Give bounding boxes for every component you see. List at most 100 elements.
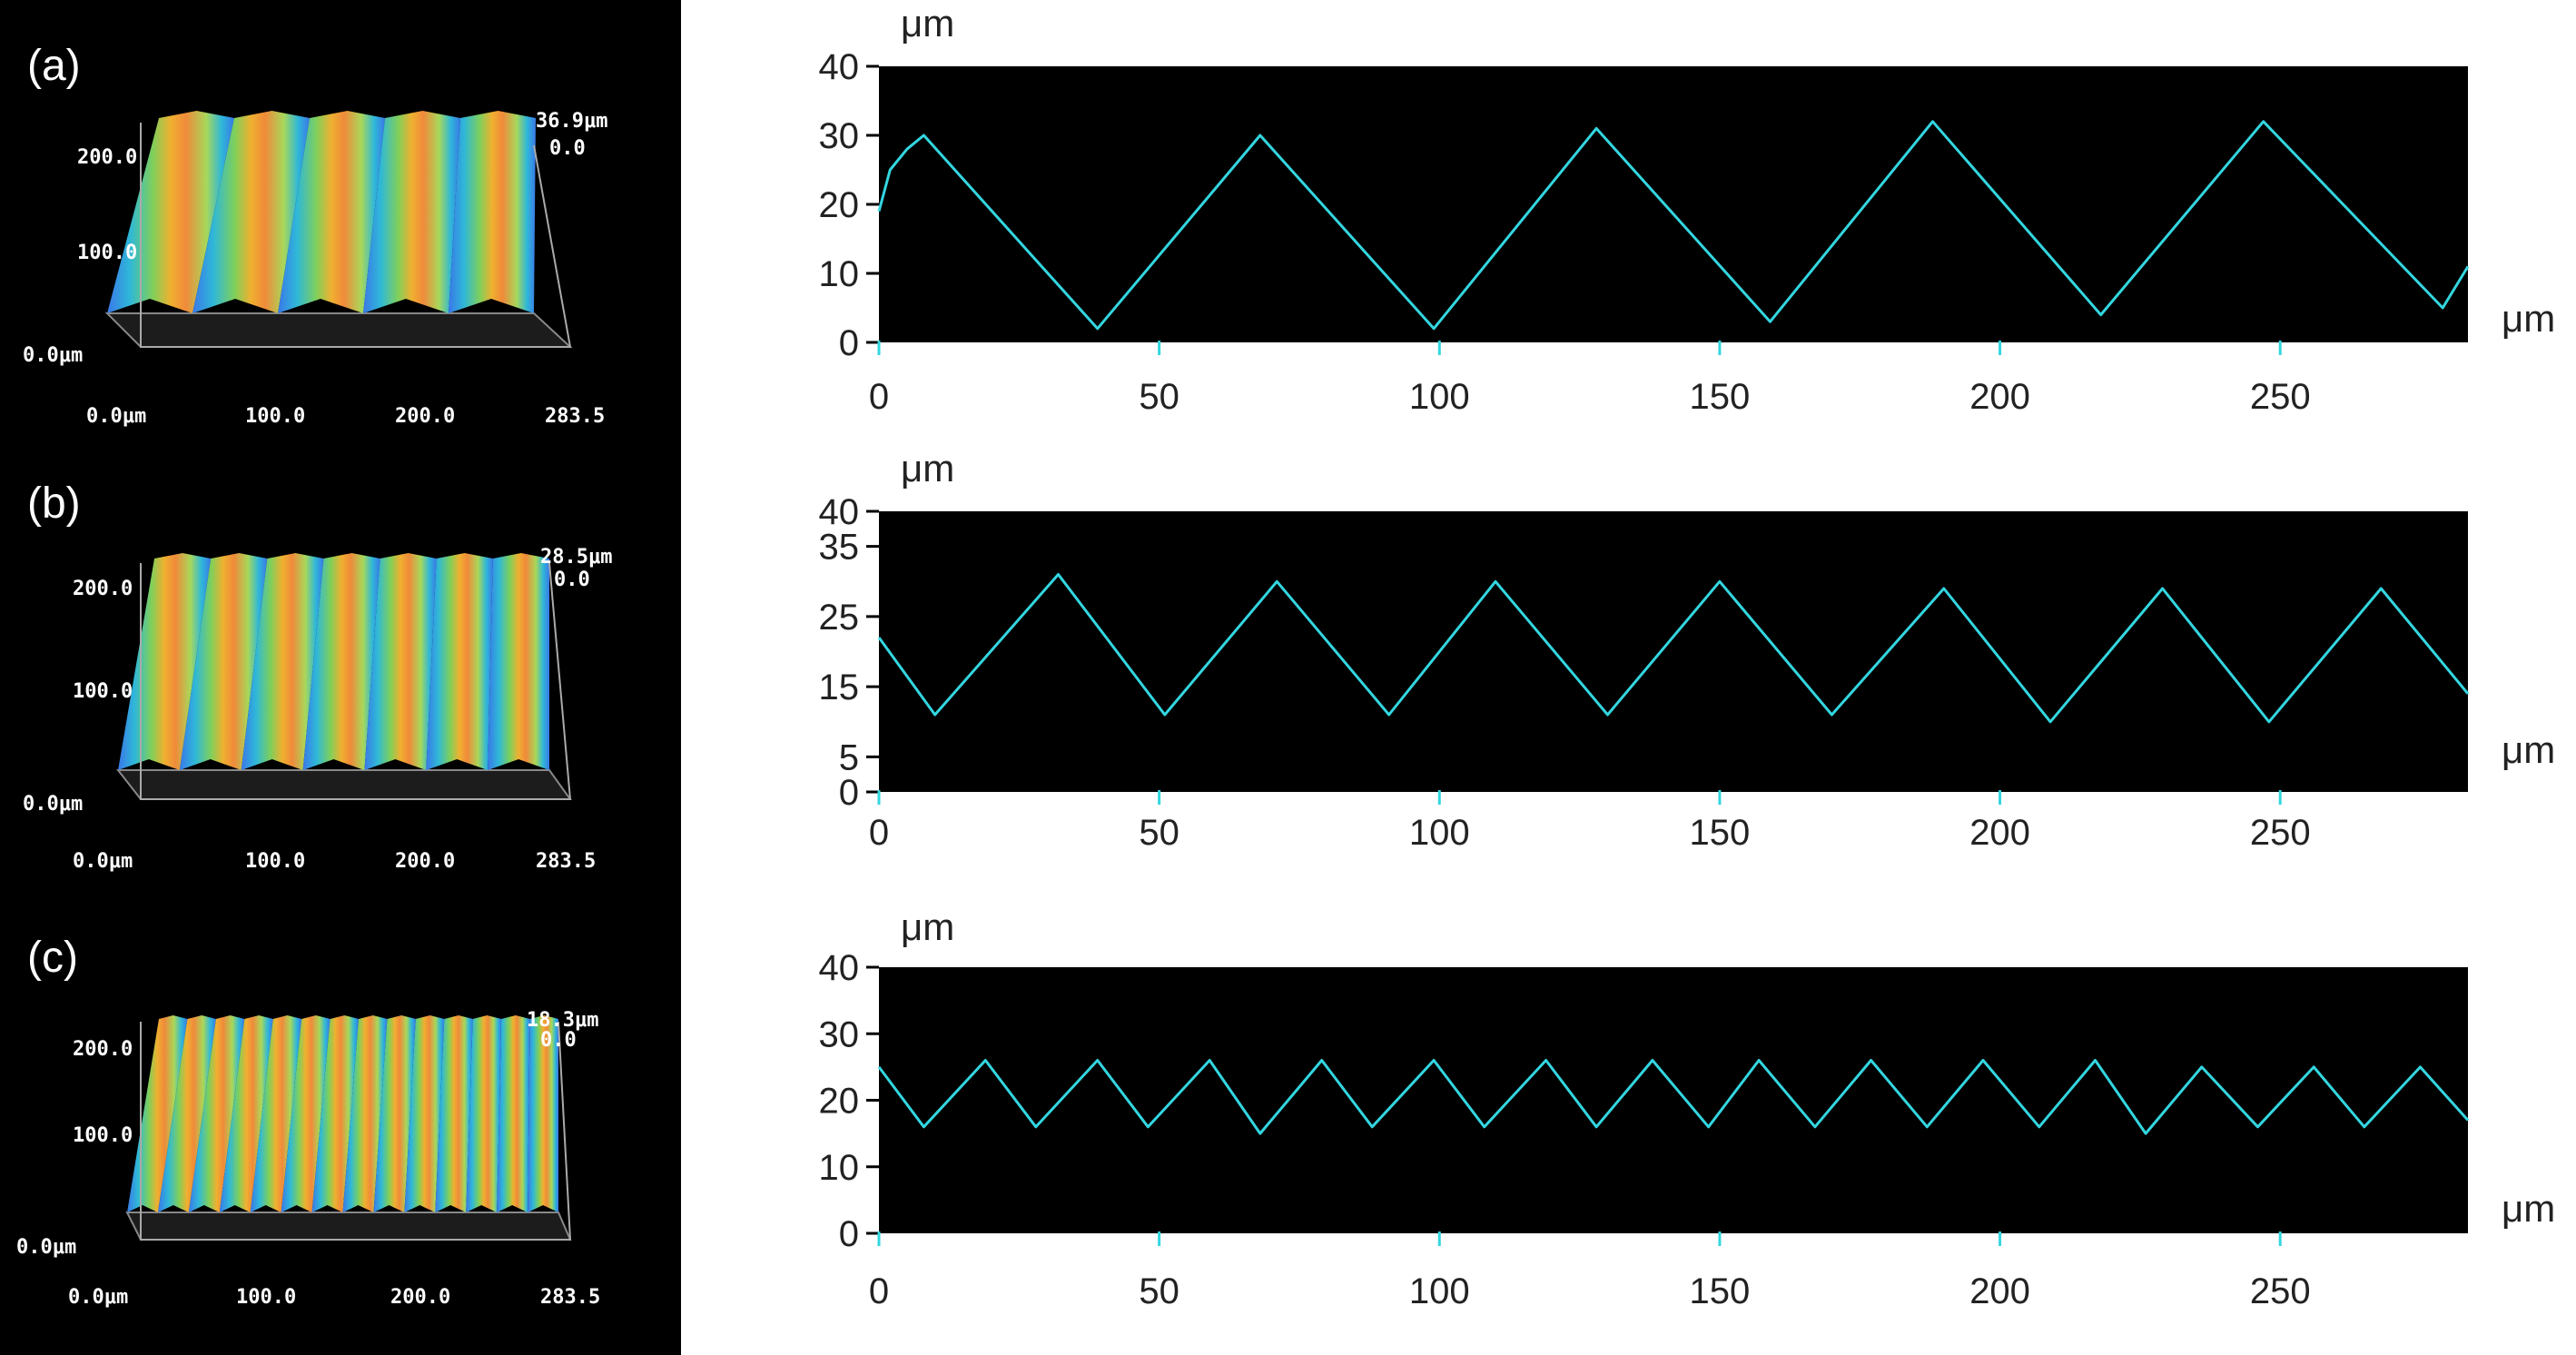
surface-a-ridges [107,111,536,313]
y-unit-label: μm [901,447,954,490]
y-tick-label: 20 [819,185,860,225]
surface-plot-c: (c) 18.3μm 0.0 200.0 100.0 0.0μm 0.0μm 1… [16,934,600,1309]
surface-c-axis-frame [140,1021,572,1241]
surface-ridge [302,553,380,770]
surface-ridge [278,111,385,313]
x-tick-label: 50 [1139,1271,1179,1311]
surface-b-xtick-283: 283.5 [536,850,596,873]
surface-b-xtick-0: 0.0μm [73,850,133,873]
surface-c-xtick-200: 200.0 [390,1286,450,1309]
surface-c-zmax-label: 18.3μm [527,1009,598,1032]
surface-ridge [241,553,324,770]
x-tick-label: 250 [2250,1271,2311,1311]
surface-ridge [281,1015,331,1212]
x-tick-label: 100 [1409,1271,1470,1311]
x-tick-label: 150 [1690,813,1751,853]
surface-ridge [192,111,310,313]
surface-c-xtick-283: 283.5 [540,1286,600,1309]
y-tick-label: 25 [819,598,860,638]
y-tick-label: 40 [819,47,860,87]
x-tick-label: 0 [869,377,889,417]
surface-c-ytick-200: 200.0 [73,1038,133,1061]
surface-ridge [188,1015,245,1212]
surface-ridge [497,1015,530,1212]
y-tick-label: 0 [839,773,859,813]
surface-ridge [466,1015,502,1212]
surface-plot-b: (b) 28.5μm 0.0 200.0 100.0 0.0μm 0.0μm 1… [23,480,612,873]
y-tick-label: 35 [819,528,860,568]
y-tick-label: 30 [819,116,860,156]
surface-ridge [528,1015,558,1212]
surface-ridge [373,1015,416,1212]
plot-area [879,66,2468,342]
surface-a-xtick-0: 0.0μm [86,405,146,428]
surface-ridge [127,1015,188,1212]
surface-ridge [250,1015,302,1212]
surface-a-xtick-100: 100.0 [245,405,305,428]
surface-c-ridges [127,1015,558,1212]
y-tick-label: 5 [839,737,859,777]
surface-ridge [342,1015,388,1212]
surface-ridge [107,111,234,313]
x-tick-label: 200 [1969,813,2030,853]
surface-b-zmin-label: 0.0 [554,569,590,591]
plot-area [879,967,2468,1233]
profile-chart-a: 0 10 20 30 40 0 50 100 150 200 250 μm μm [819,2,2556,417]
surface-a-zmax-label: 36.9μm [536,110,607,133]
surface-a-base [104,312,573,348]
x-tick-label: 100 [1409,377,1470,417]
profile-chart-c: 0 10 20 30 40 0 50 100 150 200 250 μm μm [819,905,2556,1311]
surface-ridge [426,553,493,770]
surface-c-xtick-100: 100.0 [236,1286,296,1309]
y-tick-label: 0 [839,1214,859,1254]
surface-a-ytick-200: 200.0 [77,146,137,169]
surface-a-xtick-283: 283.5 [545,405,605,428]
y-unit-label: μm [901,905,954,948]
x-unit-label: μm [2502,728,2555,771]
x-tick-label: 100 [1409,813,1470,853]
surface-c-ytick-100: 100.0 [73,1124,133,1147]
surface-b-axis-frame [140,562,572,800]
surface-plot-a: (a) 36.9μm 0.0 200.0 100.0 0.0μm 0.0μm 1… [23,42,607,428]
x-tick-label: 200 [1969,1271,2030,1311]
x-tick-label: 0 [869,813,889,853]
plot-area [879,511,2468,792]
surface-b-base [115,769,572,800]
panel-letter-a: (a) [27,42,81,90]
y-tick-label: 10 [819,1148,860,1188]
surface-c-ytick-0: 0.0μm [16,1236,76,1259]
surface-b-ytick-200: 200.0 [73,578,133,600]
y-tick-label: 40 [819,948,860,988]
y-tick-label: 15 [819,668,860,707]
surface-b-ytick-100: 100.0 [73,680,133,703]
surface-c-zmin-label: 0.0 [540,1029,577,1052]
surface-b-xtick-100: 100.0 [245,850,305,873]
profile-line [877,1059,2470,1135]
surface-ridge [363,111,460,313]
y-tick-label: 20 [819,1082,860,1122]
panel-letter-b: (b) [27,480,81,528]
x-tick-label: 250 [2250,813,2311,853]
profile-line [877,573,2470,724]
x-tick-label: 150 [1690,1271,1751,1311]
surface-ridge [488,553,549,770]
x-tick-label: 250 [2250,377,2311,417]
surface-ridge [311,1015,359,1212]
surface-a-axis-frame [140,123,572,348]
y-tick-label: 0 [839,323,859,363]
x-tick-label: 150 [1690,377,1751,417]
x-tick-label: 0 [869,1271,889,1311]
x-unit-label: μm [2502,297,2555,340]
surface-c-xtick-0: 0.0μm [68,1286,128,1309]
x-tick-label: 200 [1969,377,2030,417]
surface-b-zmax-label: 28.5μm [540,546,612,569]
surface-a-xtick-200: 200.0 [395,405,455,428]
surface-a-ytick-100: 100.0 [77,242,137,264]
panel-letter-c: (c) [27,934,78,982]
surface-ridge [157,1015,216,1212]
x-tick-label: 50 [1139,813,1179,853]
surface-ridge [435,1015,473,1212]
surface-ridge [219,1015,273,1212]
y-tick-label: 40 [819,492,860,532]
